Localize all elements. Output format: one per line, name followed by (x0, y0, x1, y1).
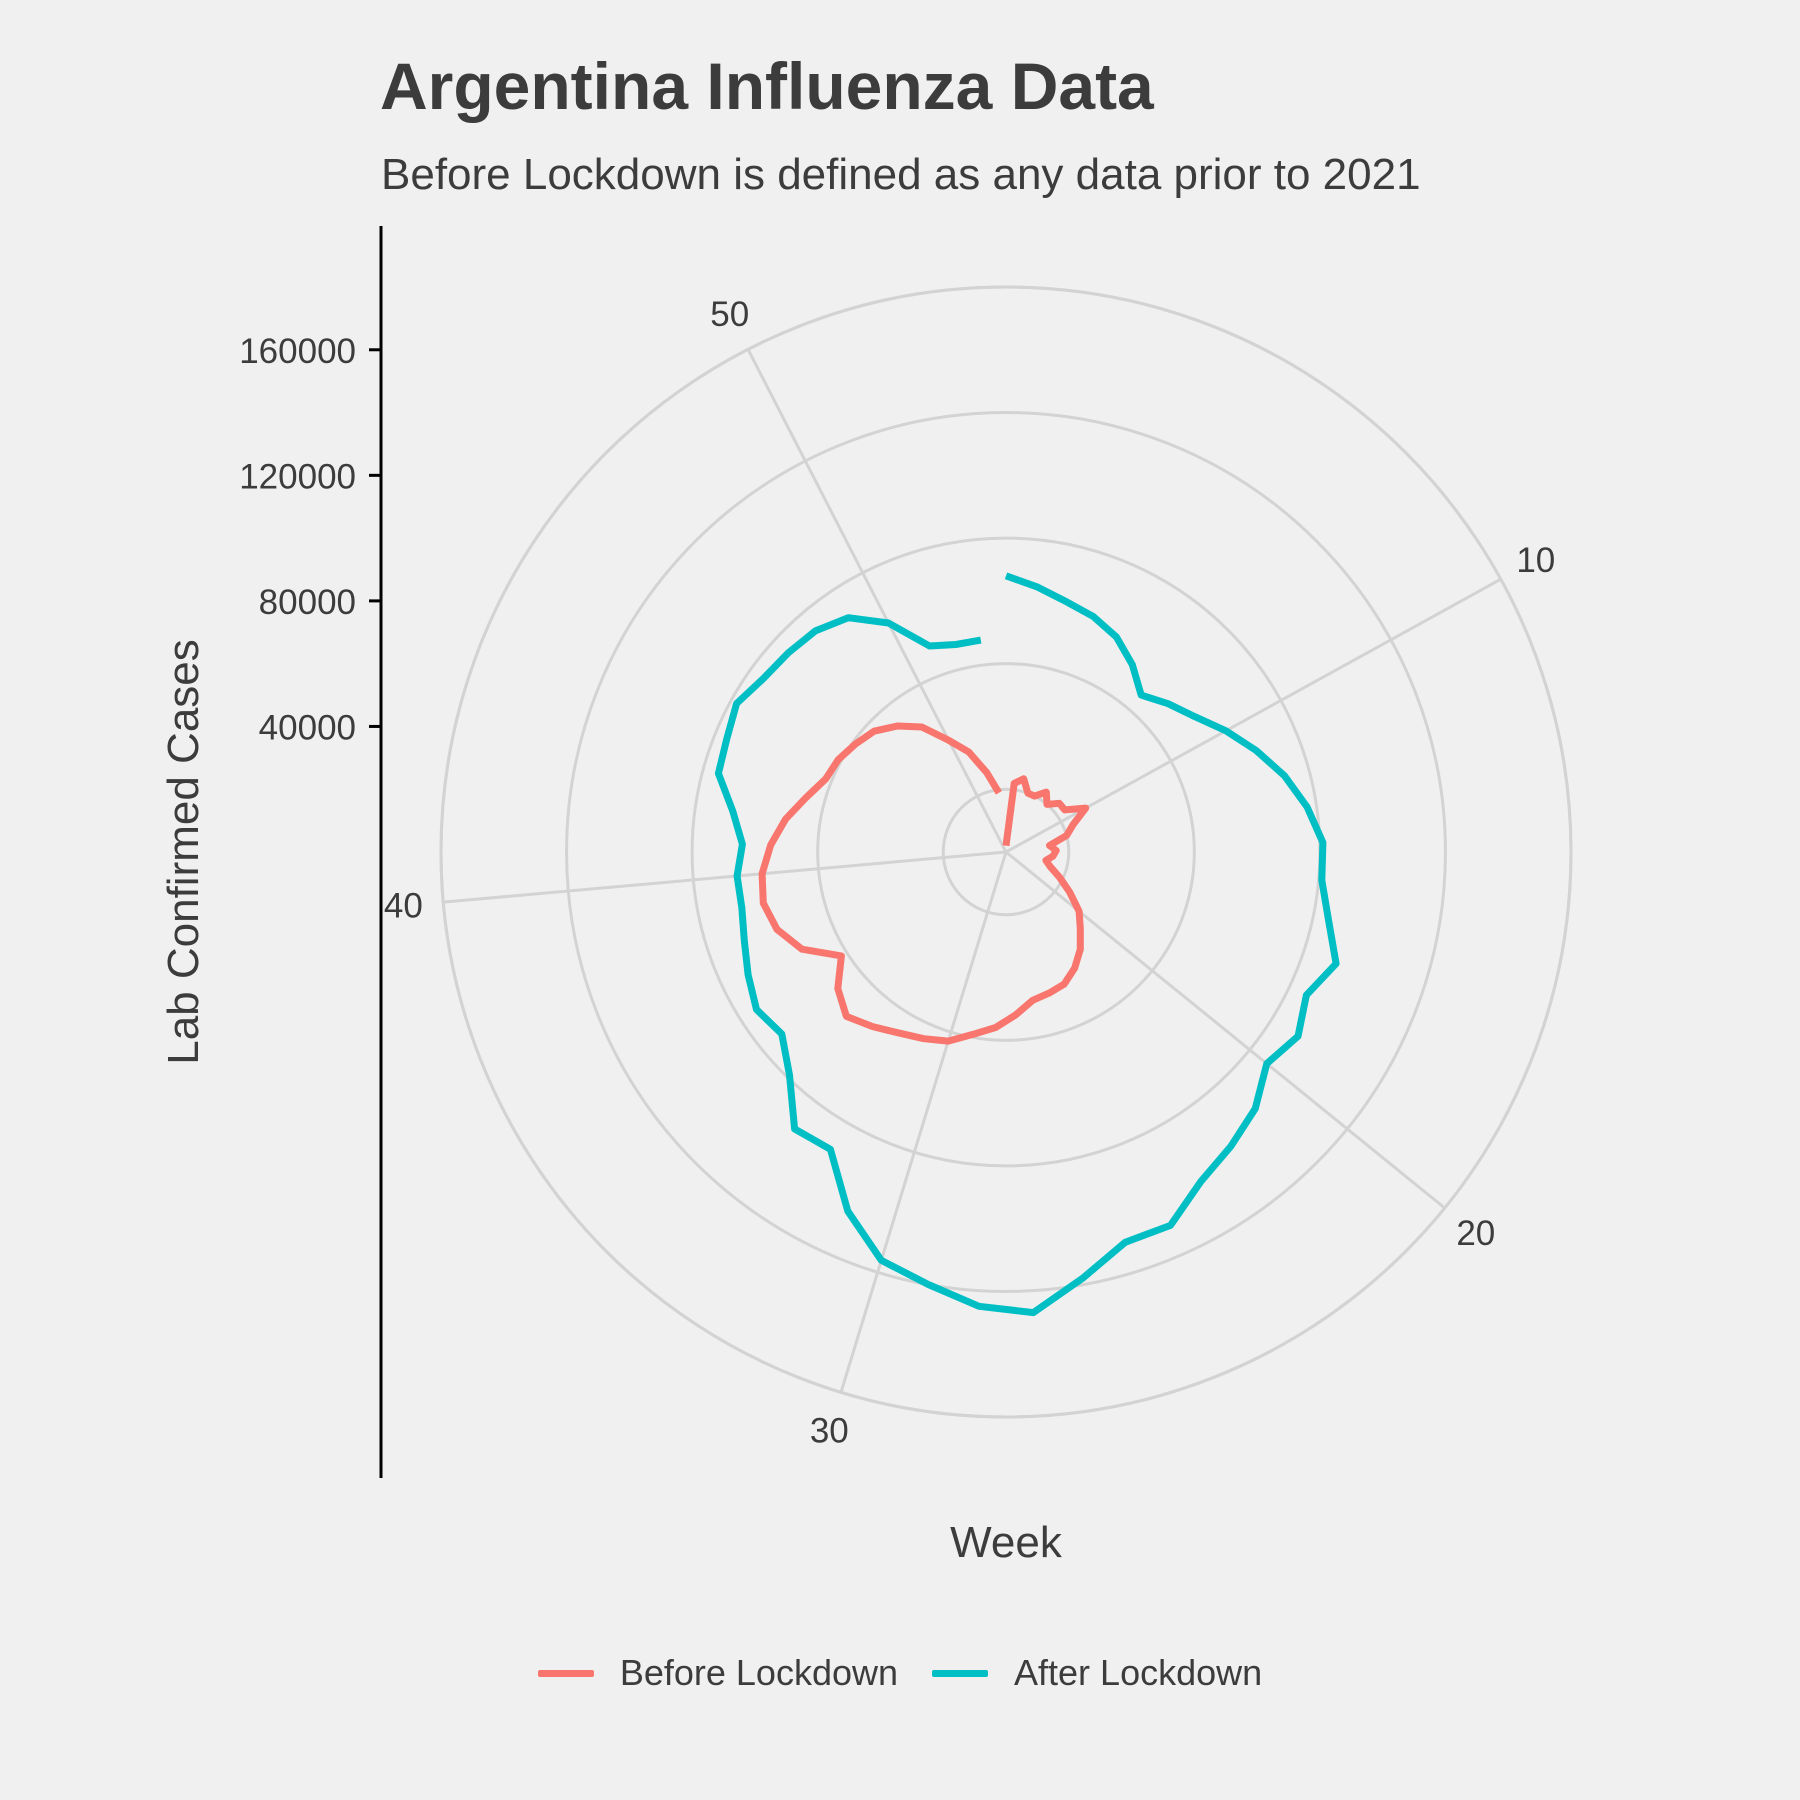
y-tick-label: 40000 (259, 708, 356, 747)
series-line-after-lockdown (714, 572, 1340, 1317)
x-tick-label: 50 (710, 295, 749, 334)
grid-spoke-30 (839, 851, 1008, 1393)
y-tick-label: 120000 (239, 457, 356, 496)
grid-spoke-50 (746, 348, 1008, 853)
chart-subtitle: Before Lockdown is defined as any data p… (381, 150, 1421, 199)
legend-item-after: After Lockdown (932, 1652, 1262, 1694)
x-tick-label: 30 (810, 1412, 849, 1451)
legend-key-before (537, 1669, 594, 1677)
y-axis-title: Lab Confirmed Cases (159, 639, 208, 1065)
legend-key-after (932, 1669, 989, 1677)
legend-label-after: After Lockdown (1014, 1652, 1263, 1693)
y-tick-label: 160000 (239, 332, 356, 371)
x-tick-label: 20 (1456, 1214, 1495, 1253)
grid-spoke-40 (443, 850, 1007, 904)
x-tick-label: 40 (384, 887, 423, 926)
grid-ring (941, 787, 1071, 917)
series-layer (714, 572, 1340, 1317)
x-axis-title: Week (950, 1518, 1063, 1567)
grid-layer: 10 20 30 40 50 (384, 285, 1573, 1451)
chart-title: Argentina Influenza Data (380, 49, 1154, 123)
grid-ring (565, 411, 1447, 1293)
grid-ring (816, 662, 1196, 1042)
y-tick-label: 80000 (259, 583, 356, 622)
x-tick-label: 10 (1516, 541, 1555, 580)
legend-item-before: Before Lockdown (537, 1652, 899, 1694)
legend: Before Lockdown After Lockdown (0, 1652, 1800, 1694)
y-axis: 40000 80000 120000 160000 (239, 226, 383, 1478)
legend-label-before: Before Lockdown (619, 1652, 899, 1693)
series-line-before-lockdown (758, 722, 1090, 1045)
grid-ring-outer (439, 285, 1573, 1419)
